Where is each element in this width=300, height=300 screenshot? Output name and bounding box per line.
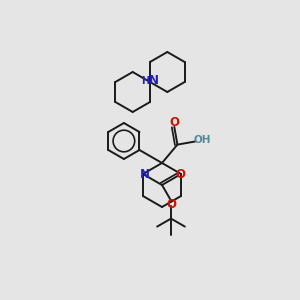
Text: O: O [176, 167, 186, 181]
Text: O: O [166, 198, 176, 211]
Text: O: O [169, 116, 179, 129]
Text: OH: OH [194, 136, 211, 146]
Text: N: N [149, 74, 159, 88]
Text: H: H [141, 76, 149, 86]
Text: N: N [140, 167, 150, 181]
